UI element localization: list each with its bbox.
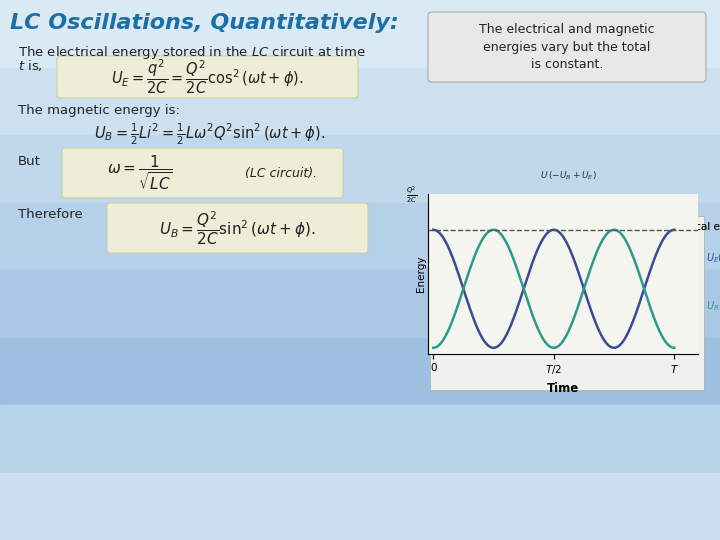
- Text: The electrical and magnetic
energies vary but the total
is constant.: The electrical and magnetic energies var…: [480, 23, 654, 71]
- Text: The stored magnetic energy and electrical energy in the: The stored magnetic energy and electrica…: [482, 222, 720, 232]
- Text: $t$ is,: $t$ is,: [18, 58, 43, 73]
- Bar: [0, 0, 720, 68]
- Y-axis label: Energy: Energy: [415, 256, 426, 292]
- Text: Therefore: Therefore: [18, 208, 83, 221]
- FancyBboxPatch shape: [430, 216, 704, 390]
- Text: LC Oscillations, Quantitatively:: LC Oscillations, Quantitatively:: [10, 13, 399, 33]
- X-axis label: Time: Time: [547, 382, 580, 395]
- Text: time. Note that their sum remains con-: time. Note that their sum remains con-: [436, 248, 640, 258]
- Text: $U_B = \dfrac{Q^2}{2C}\sin^2(\omega t + \phi).$: $U_B = \dfrac{Q^2}{2C}\sin^2(\omega t + …: [159, 210, 315, 247]
- Text: $\frac{Q^2}{2C}$: $\frac{Q^2}{2C}$: [406, 184, 418, 205]
- FancyBboxPatch shape: [57, 56, 358, 98]
- Text: $\omega = \dfrac{1}{\sqrt{LC}}$: $\omega = \dfrac{1}{\sqrt{LC}}$: [107, 153, 173, 192]
- Text: $U_E(t)$: $U_E(t)$: [706, 251, 720, 265]
- Bar: [0, 338, 720, 405]
- Bar: [0, 135, 720, 202]
- Bar: [0, 472, 720, 540]
- Text: $U\,(-U_B+U_E)$: $U\,(-U_B+U_E)$: [541, 170, 597, 183]
- Text: The magnetic energy is:: The magnetic energy is:: [18, 104, 180, 117]
- FancyBboxPatch shape: [107, 203, 368, 253]
- FancyBboxPatch shape: [428, 12, 706, 82]
- Text: Fig. 31-4: Fig. 31-4: [436, 222, 488, 232]
- Text: stant. T is the period of oscillation.: stant. T is the period of oscillation.: [436, 261, 618, 271]
- Bar: [0, 202, 720, 270]
- Bar: [0, 68, 720, 135]
- Text: circuit of Fig. 31-1 as a function of: circuit of Fig. 31-1 as a function of: [436, 235, 614, 245]
- Bar: [0, 405, 720, 472]
- Text: $U_E = \dfrac{q^2}{2C} = \dfrac{Q^2}{2C}\cos^2(\omega t + \phi).$: $U_E = \dfrac{q^2}{2C} = \dfrac{Q^2}{2C}…: [111, 58, 303, 96]
- Text: The electrical energy stored in the $LC$ circuit at time: The electrical energy stored in the $LC$…: [18, 44, 366, 61]
- FancyBboxPatch shape: [62, 148, 343, 198]
- Text: $U_B = \frac{1}{2}Li^2 = \frac{1}{2}L\omega^2 Q^2 \sin^2(\omega t + \phi).$: $U_B = \frac{1}{2}Li^2 = \frac{1}{2}L\om…: [94, 122, 325, 147]
- Bar: [0, 270, 720, 338]
- Text: The stored magnetic energy and electrical energy in the: The stored magnetic energy and electrica…: [482, 222, 720, 232]
- Text: (LC circuit).: (LC circuit).: [245, 166, 317, 179]
- Text: But: But: [18, 155, 41, 168]
- Text: $U_R(t)$: $U_R(t)$: [706, 299, 720, 313]
